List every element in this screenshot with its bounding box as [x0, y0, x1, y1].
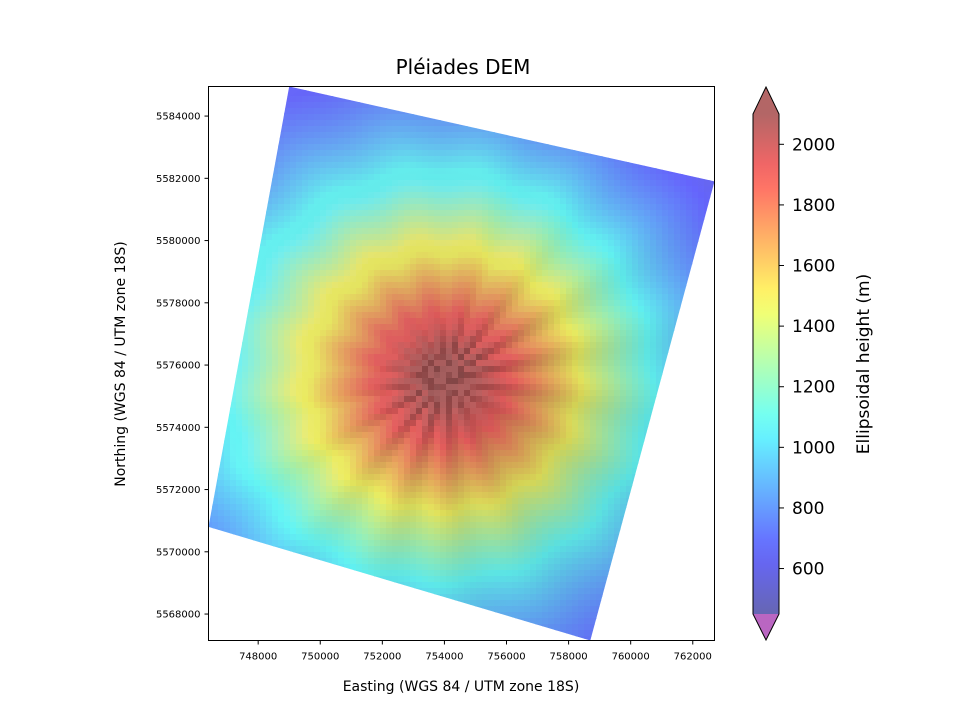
x-axis-label: Easting (WGS 84 / UTM zone 18S) [343, 679, 580, 695]
colorbar-tick-label: 800 [792, 499, 824, 519]
y-tick-label: 5578000 [156, 298, 201, 309]
colorbar-tick-label: 1600 [792, 257, 835, 277]
colorbar-bar [753, 114, 779, 614]
y-axis-ticks: 5568000 5570000 5572000 5574000 5576000 55780… [156, 112, 209, 621]
x-tick-label: 748000 [239, 652, 277, 663]
x-axis-ticks: 748000 750000 752000 754000 756000 758000 7600… [239, 640, 712, 663]
y-tick-label: 5582000 [156, 174, 201, 185]
colorbar: 600 800 1000 1200 1400 1600 1800 2000 Ellipsoid… [752, 85, 874, 642]
colorbar-tick-label: 1000 [792, 438, 835, 458]
chart-title: Pléiades DEM [396, 55, 531, 79]
y-tick-label: 5572000 [156, 485, 201, 496]
plot-area-frame [208, 86, 715, 641]
colorbar-extend-min [753, 614, 779, 640]
x-tick-label: 762000 [674, 652, 712, 663]
colorbar-tick-label: 1400 [792, 317, 835, 337]
colorbar-outline [752, 85, 780, 642]
colorbar-tick-label: 600 [792, 560, 824, 580]
colorbar-label: Ellipsoidal height (m) [854, 274, 874, 454]
colorbar-tick-label: 2000 [792, 135, 835, 155]
x-tick-label: 760000 [612, 652, 650, 663]
x-tick-label: 750000 [301, 652, 339, 663]
y-tick-label: 5574000 [156, 423, 201, 434]
colorbar-tick-label: 1200 [792, 378, 835, 398]
dem-raster [208, 86, 715, 641]
y-tick-label: 5568000 [156, 610, 201, 621]
y-axis-label: Northing (WGS 84 / UTM zone 18S) [113, 241, 129, 487]
x-tick-label: 756000 [487, 652, 525, 663]
y-tick-label: 5576000 [156, 361, 201, 372]
x-tick-label: 752000 [363, 652, 401, 663]
colorbar-ticks: 600 800 1000 1200 1400 1600 1800 2000 [779, 135, 835, 580]
colorbar-tick-label: 1800 [792, 196, 835, 216]
y-tick-label: 5570000 [156, 547, 201, 558]
x-tick-label: 758000 [550, 652, 588, 663]
colorbar-extend-max [753, 87, 779, 114]
y-tick-label: 5580000 [156, 236, 201, 247]
y-tick-label: 5584000 [156, 112, 201, 123]
x-tick-label: 754000 [425, 652, 463, 663]
